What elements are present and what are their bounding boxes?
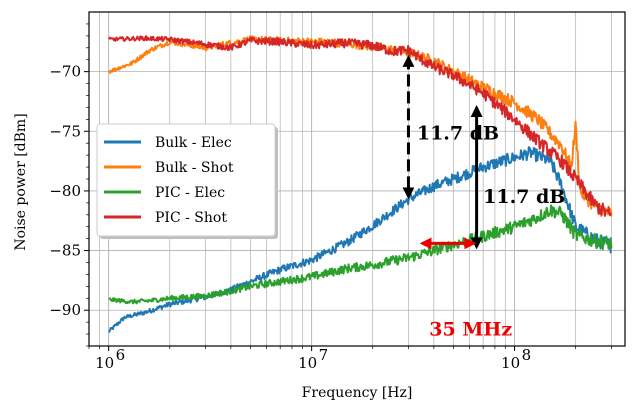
annotation-label-1: 11.7 dB	[483, 186, 565, 208]
annotations: 11.7 dB 11.7 dB 35 MHz	[402, 54, 565, 340]
legend-label-1: Bulk - Shot	[155, 160, 234, 176]
y-tick-label: −75	[49, 122, 81, 140]
x-tick-exponent: 7	[319, 346, 329, 364]
y-tick-label: −90	[49, 301, 81, 319]
x-tick-label: 10	[501, 354, 520, 372]
x-tick-label: 10	[298, 354, 317, 372]
y-axis-label: Noise power [dBm]	[13, 113, 29, 250]
x-tick-exponent: 6	[116, 346, 126, 364]
x-tick-exponent: 8	[522, 346, 532, 364]
y-tick-label: −80	[49, 182, 81, 200]
annotation-label-0: 11.7 dB	[417, 123, 499, 145]
plot-frame	[88, 11, 626, 347]
legend-label-2: PIC - Elec	[155, 185, 225, 201]
legend-label-3: PIC - Shot	[155, 210, 227, 226]
x-axis-label: Frequency [Hz]	[302, 385, 413, 401]
annotation-label-2: 35 MHz	[429, 318, 512, 340]
series-line-3	[107, 35, 612, 217]
legend: Bulk - Elec Bulk - Shot PIC - Elec PIC - Sh…	[96, 123, 278, 239]
legend-label-0: Bulk - Elec	[155, 135, 232, 151]
series-layer	[107, 35, 613, 333]
x-tick-label: 10	[95, 354, 114, 372]
legend-box	[96, 123, 276, 237]
y-tick-label: −70	[49, 63, 81, 81]
y-tick-label: −85	[49, 242, 81, 260]
series-line-2	[108, 204, 613, 305]
